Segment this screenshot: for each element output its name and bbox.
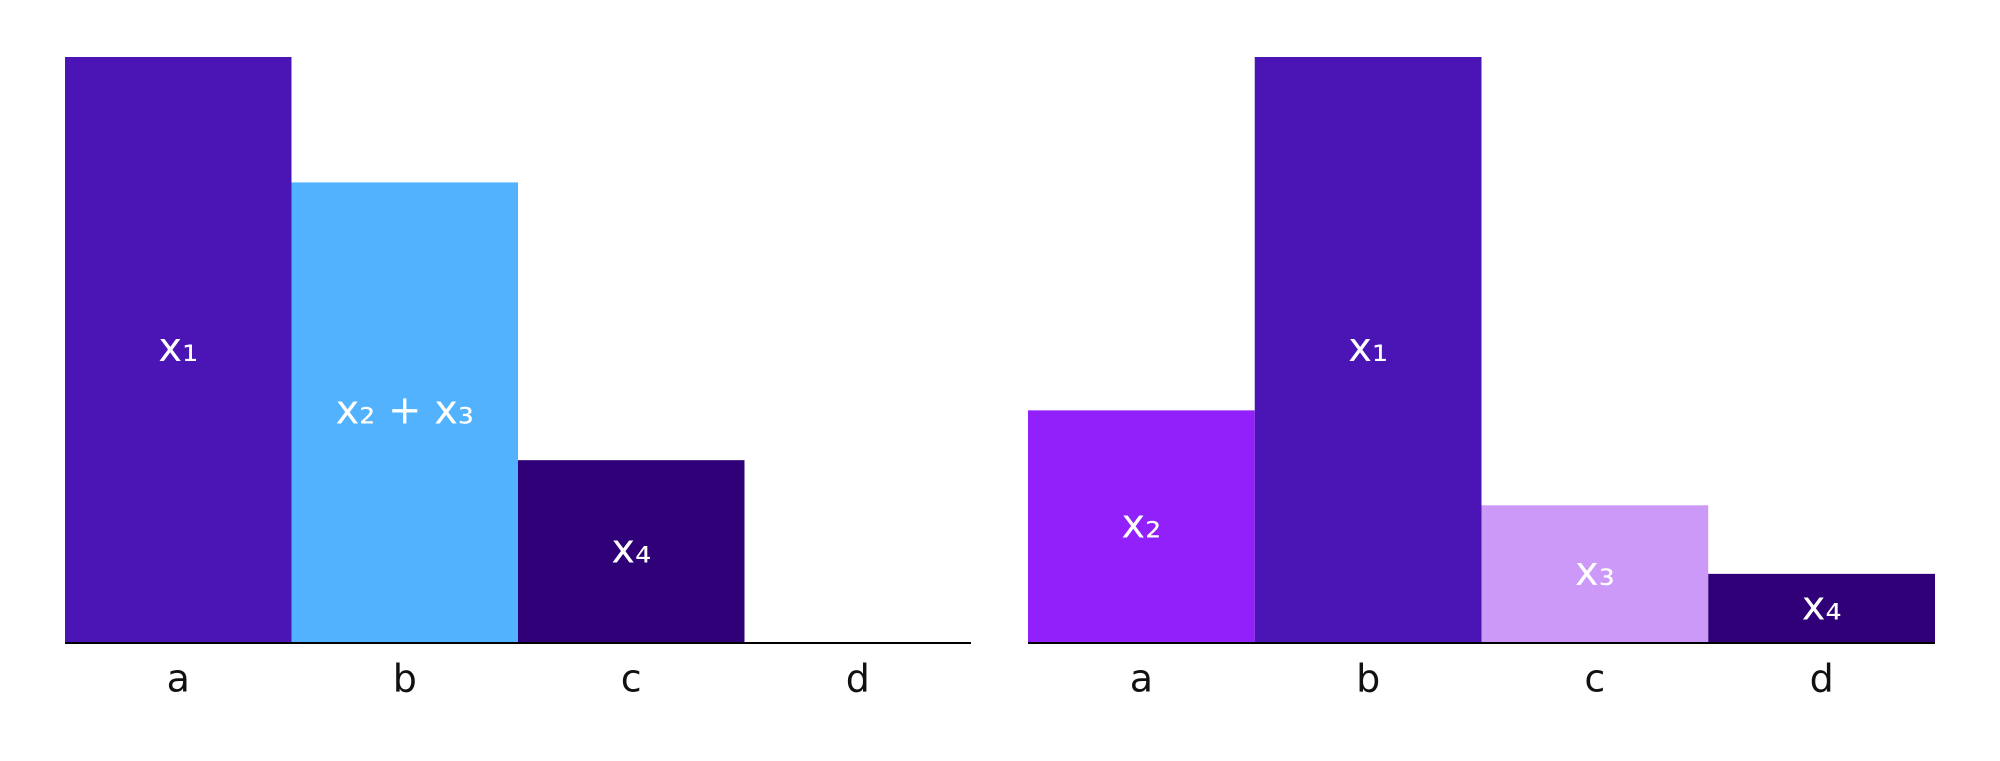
bar: [1254, 57, 1482, 643]
x-tick-label: b: [1356, 657, 1380, 701]
bar-label: x₁: [1348, 325, 1388, 371]
bar-label: x₄: [1802, 583, 1842, 629]
bar: [1028, 410, 1255, 643]
bar-label: x₁: [158, 325, 198, 371]
bar: [65, 57, 292, 643]
x-tick-label: c: [1584, 657, 1605, 701]
x-tick-label: c: [621, 657, 642, 701]
bar: [1481, 505, 1709, 643]
x-tick-label: a: [1130, 657, 1153, 701]
bar-label: x₃: [1575, 549, 1615, 595]
bar-label: x₂: [1122, 502, 1162, 548]
bar-label: x₂ + x₃: [336, 388, 474, 434]
x-tick-label: d: [1810, 657, 1834, 701]
x-tick-label: a: [167, 657, 190, 701]
bar: [518, 460, 745, 643]
bar: [1708, 573, 1935, 643]
bar-label: x₄: [611, 527, 651, 573]
bar: [291, 182, 518, 644]
x-tick-label: b: [393, 657, 417, 701]
x-tick-label: d: [846, 657, 870, 701]
